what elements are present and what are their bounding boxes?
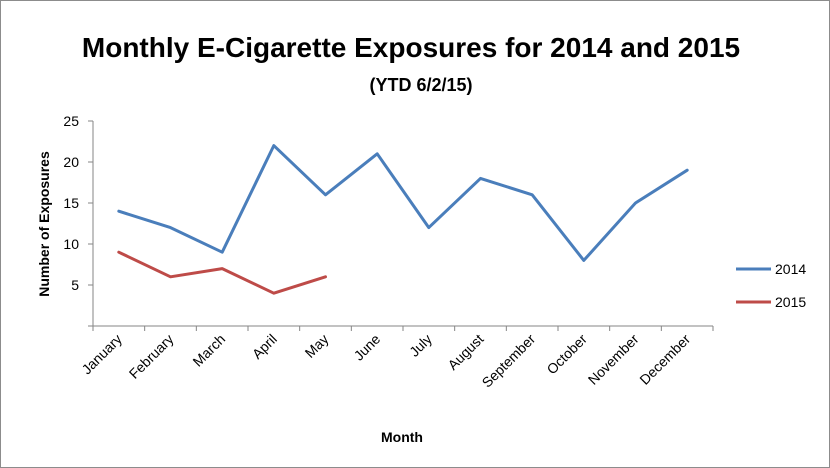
legend-label-2015: 2015	[775, 294, 806, 310]
y-tick-label: 5	[71, 277, 79, 293]
series-line-2015	[117, 250, 327, 295]
y-tick-label: 25	[63, 113, 79, 129]
series-line-2014	[117, 144, 689, 262]
axes: 5 10 15 20 25 January February March April May Jun…	[63, 113, 714, 391]
y-tick-label: 10	[63, 236, 79, 252]
x-tick-label: July	[406, 331, 435, 360]
x-axis-title: Month	[381, 429, 423, 445]
x-tick-label: April	[249, 331, 280, 362]
x-tick-label: February	[126, 331, 177, 382]
y-tick-label: 15	[63, 195, 79, 211]
y-tick-label: 20	[63, 154, 79, 170]
x-tick-label: September	[479, 331, 539, 391]
x-tick-label: November	[585, 331, 642, 388]
y-axis-title: Number of Exposures	[36, 151, 52, 297]
x-tick-label: June	[351, 331, 384, 364]
series-layer	[117, 144, 689, 295]
chart-subtitle: (YTD 6/2/15)	[369, 75, 472, 95]
legend: 2014 2015	[736, 261, 806, 310]
x-tick-label: October	[543, 331, 590, 378]
x-tick-label: March	[189, 331, 228, 370]
x-tick-label: December	[636, 331, 693, 388]
legend-label-2014: 2014	[775, 261, 806, 277]
x-tick-label: January	[78, 331, 125, 378]
chart-title: Monthly E-Cigarette Exposures for 2014 a…	[82, 32, 740, 63]
x-tick-label: August	[444, 331, 486, 373]
x-tick-label: May	[302, 331, 332, 361]
